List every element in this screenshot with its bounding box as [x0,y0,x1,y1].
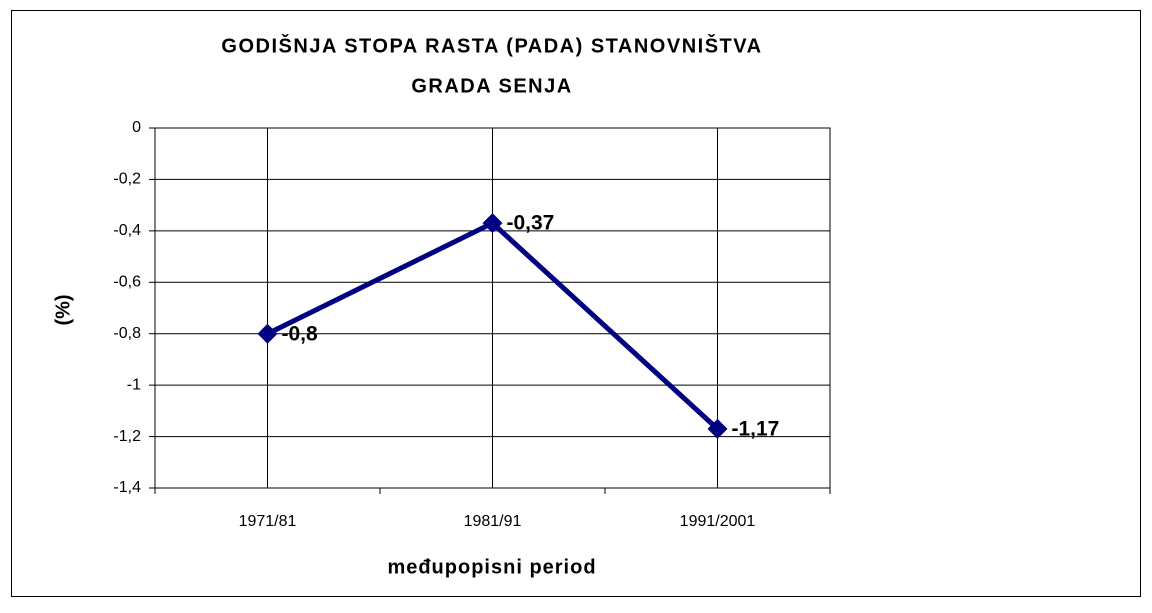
chart-title: GRADA SENJA [411,75,572,97]
x-tick-label: 1991/2001 [680,513,756,530]
y-tick-label: -0,8 [113,325,141,342]
x-tick-label: 1971/81 [239,513,297,530]
y-tick-label: -1,2 [113,428,141,445]
y-tick-label: -1 [127,376,141,393]
data-point [257,323,278,344]
chart-title: GODIŠNJA STOPA RASTA (PADA) STANOVNIŠTVA [221,33,762,57]
data-label: -0,37 [507,212,555,235]
data-point [707,418,728,439]
x-tick-label: 1981/91 [464,513,522,530]
data-point [482,213,503,234]
y-tick-label: -0,6 [113,274,141,291]
y-axis-title: (%) [52,294,74,325]
data-label: -1,17 [732,417,780,440]
y-tick-label: 0 [132,119,141,136]
y-tick-label: -0,2 [113,171,141,188]
x-axis-title: međupopisni period [387,556,596,578]
y-tick-label: -0,4 [113,222,141,239]
data-label: -0,8 [282,322,319,345]
y-tick-label: -1,4 [113,479,141,496]
